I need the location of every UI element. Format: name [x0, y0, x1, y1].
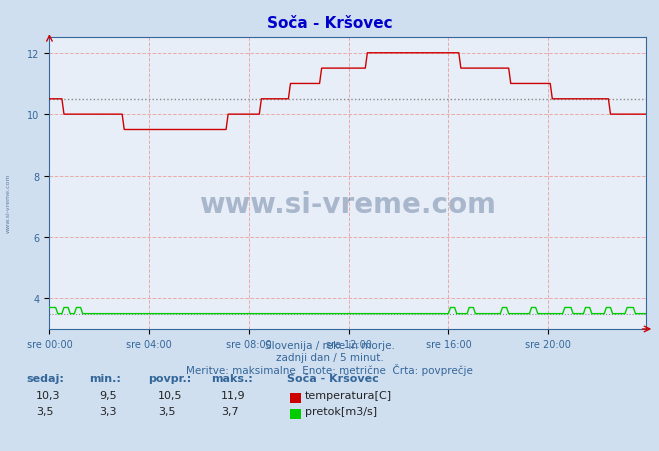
Text: 3,5: 3,5: [36, 406, 54, 416]
Text: temperatura[C]: temperatura[C]: [305, 390, 392, 400]
Text: 3,3: 3,3: [99, 406, 117, 416]
Text: 3,5: 3,5: [158, 406, 176, 416]
Text: Slovenija / reke in morje.: Slovenija / reke in morje.: [264, 341, 395, 350]
Text: min.:: min.:: [89, 373, 121, 383]
Text: 10,5: 10,5: [158, 390, 183, 400]
Text: Soča - Kršovec: Soča - Kršovec: [287, 373, 378, 383]
Text: www.si-vreme.com: www.si-vreme.com: [5, 173, 11, 233]
Text: Meritve: maksimalne  Enote: metrične  Črta: povprečje: Meritve: maksimalne Enote: metrične Črta…: [186, 363, 473, 375]
Text: www.si-vreme.com: www.si-vreme.com: [199, 190, 496, 218]
Text: sedaj:: sedaj:: [26, 373, 64, 383]
Text: 10,3: 10,3: [36, 390, 61, 400]
Text: zadnji dan / 5 minut.: zadnji dan / 5 minut.: [275, 352, 384, 362]
Text: Soča - Kršovec: Soča - Kršovec: [267, 16, 392, 31]
Text: povpr.:: povpr.:: [148, 373, 192, 383]
Text: pretok[m3/s]: pretok[m3/s]: [305, 406, 377, 416]
Text: maks.:: maks.:: [211, 373, 252, 383]
Text: 9,5: 9,5: [99, 390, 117, 400]
Text: 11,9: 11,9: [221, 390, 245, 400]
Text: 3,7: 3,7: [221, 406, 239, 416]
